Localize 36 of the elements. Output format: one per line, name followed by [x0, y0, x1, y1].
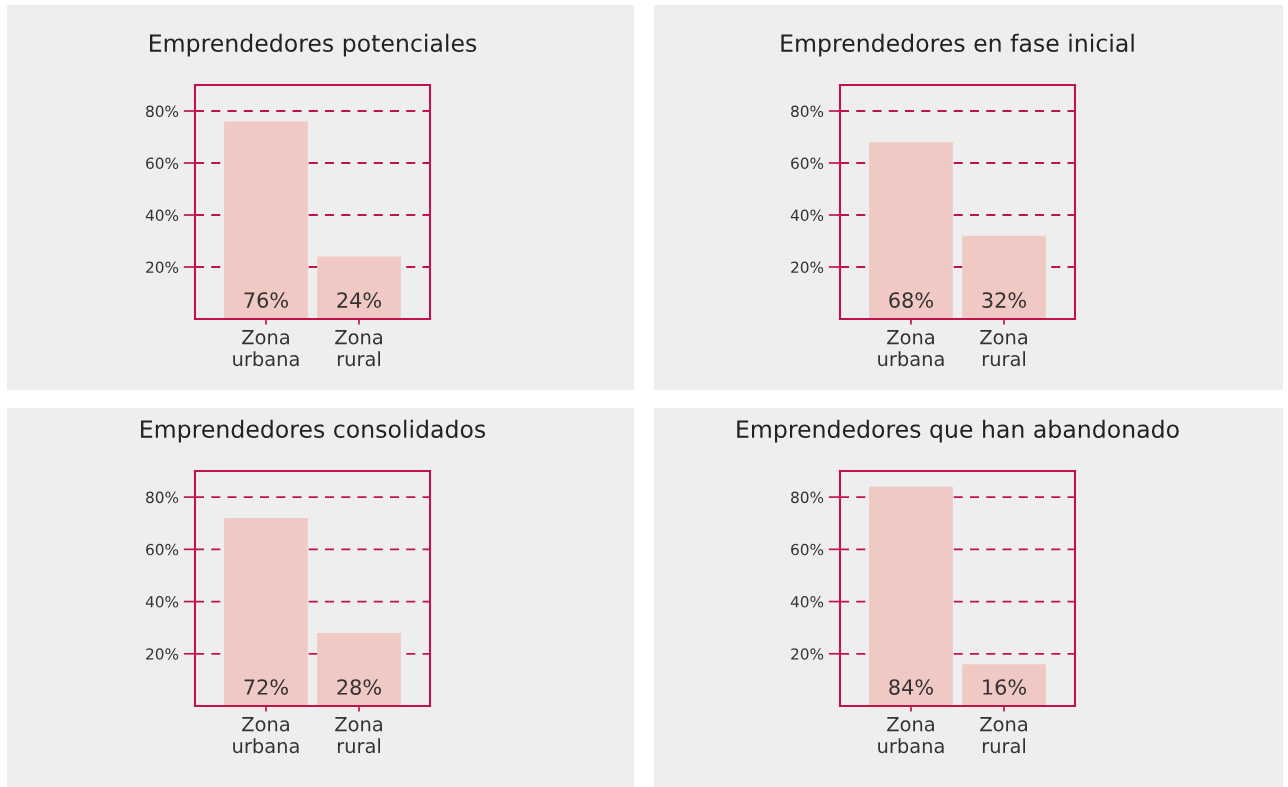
- y-tick-label: 20%: [791, 648, 824, 660]
- data-label: 32%: [982, 292, 1027, 308]
- x-tick-label: Zona urbana: [233, 717, 299, 754]
- x-tick-label: Zona rural: [980, 330, 1027, 367]
- x-tick-label: Zona rural: [335, 330, 382, 367]
- data-label: 72%: [244, 679, 288, 695]
- chart-title: Emprendedores en fase inicial: [781, 33, 1134, 57]
- y-tick-label: 20%: [146, 261, 179, 274]
- x-tick-label: Zona rural: [335, 717, 382, 754]
- y-tick-label: 60%: [146, 157, 179, 170]
- y-tick-label: 40%: [145, 596, 179, 608]
- chart-title: Emprendedores consolidados: [141, 419, 486, 443]
- x-tick-label: Zona urbana: [878, 330, 944, 367]
- y-tick-label: 40%: [145, 209, 179, 222]
- y-tick-label: 40%: [790, 209, 824, 222]
- y-tick-label: 20%: [146, 648, 179, 660]
- data-label: 16%: [983, 679, 1027, 695]
- y-tick-label: 40%: [790, 596, 824, 608]
- data-label: 24%: [337, 292, 382, 308]
- y-tick-label: 60%: [791, 543, 824, 556]
- y-tick-label: 80%: [146, 491, 179, 504]
- data-label: 68%: [889, 292, 933, 308]
- data-label: 28%: [337, 679, 382, 695]
- data-label: 84%: [889, 679, 933, 695]
- chart-title: Emprendedores que han abandonado: [737, 419, 1179, 443]
- x-tick-label: Zona urbana: [233, 330, 299, 367]
- y-tick-label: 80%: [791, 491, 824, 504]
- y-tick-label: 20%: [791, 261, 824, 274]
- x-tick-label: Zona urbana: [878, 717, 944, 754]
- y-tick-label: 60%: [146, 543, 179, 556]
- y-tick-label: 80%: [146, 105, 179, 118]
- y-tick-label: 60%: [791, 157, 824, 170]
- chart-title: Emprendedores potenciales: [150, 33, 477, 57]
- y-tick-label: 80%: [791, 105, 824, 118]
- x-tick-label: Zona rural: [980, 717, 1027, 754]
- data-label: 76%: [244, 292, 288, 308]
